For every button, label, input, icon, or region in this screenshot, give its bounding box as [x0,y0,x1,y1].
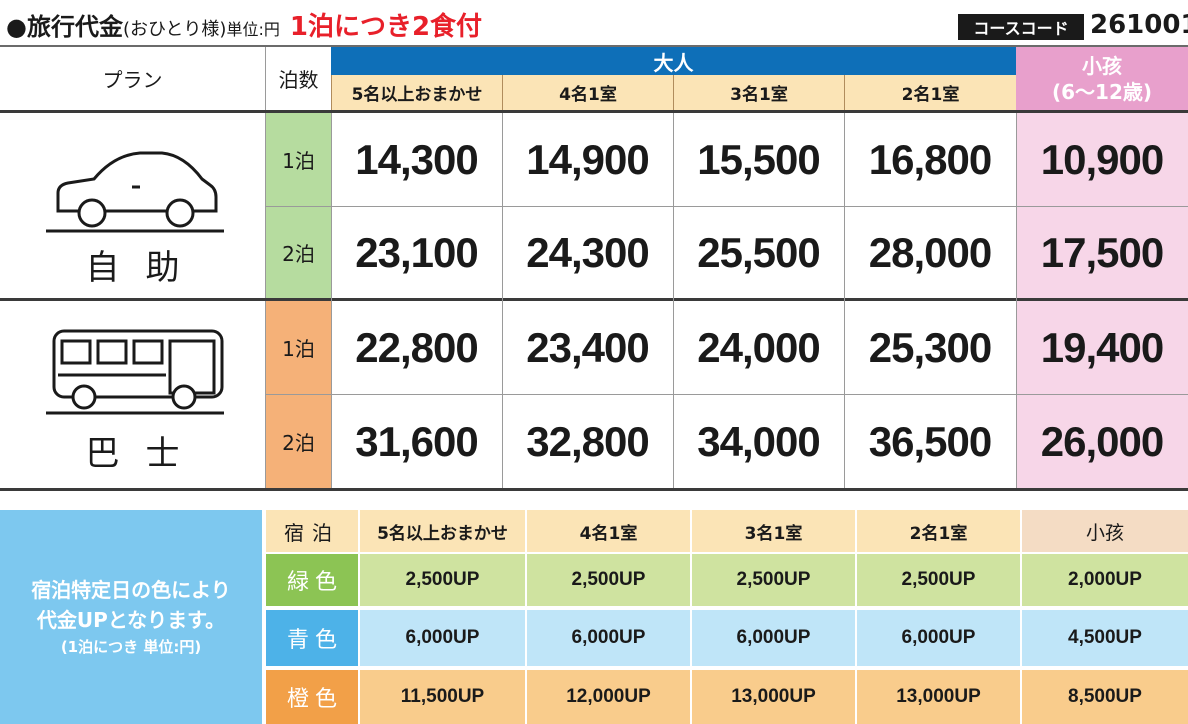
plan-bus: 巴士 [0,301,265,488]
header-divider [0,110,1188,113]
price-cell: 23,100 [355,228,478,276]
surcharge-row-label: 青色 [266,610,358,666]
price-cell: 24,000 [697,323,820,371]
plan-name-self-drive: 自助 [85,247,206,288]
price-cell: 28,000 [868,228,992,276]
surcharge-cell: 2,500UP [692,554,855,606]
column-header-2room: 2名1室 [844,75,1016,110]
course-code-label: コースコード [958,14,1084,40]
note-line-3: (1泊につき 単位:円) [60,638,202,656]
surcharge-column-header: 5名以上おまかせ [360,510,525,552]
column-header-3room: 3名1室 [673,75,844,110]
child-price-cell: 17,500 [1040,228,1164,276]
row-divider [266,394,1188,395]
price-cell: 31,600 [355,417,478,465]
surcharge-cell: 2,500UP [527,554,690,606]
page-title: ●旅行代金 (おひとり様) 単位:円 1泊につき2食付 [6,6,483,42]
title-main: ●旅行代金 [6,13,123,41]
surcharge-column-header: 3名1室 [692,510,855,552]
surcharge-row-label: 橙色 [266,670,358,724]
surcharge-stay-header: 宿泊 [266,510,358,552]
price-cell: 15,500 [697,135,820,183]
price-cell: 34,000 [697,417,820,465]
divider [502,113,503,488]
surcharge-cell: 8,500UP [1022,670,1188,724]
price-cell: 22,800 [355,323,478,371]
price-cell: 36,500 [868,417,992,465]
surcharge-cell: 2,000UP [1022,554,1188,606]
meal-note: 1泊につき2食付 [289,12,483,42]
surcharge-column-header: 2名1室 [857,510,1020,552]
divider [673,113,674,488]
surcharge-cell: 2,500UP [360,554,525,606]
nights-label: 2泊 [266,207,331,298]
nights-label: 2泊 [266,395,331,488]
surcharge-cell: 2,500UP [857,554,1020,606]
surcharge-note: 宿泊特定日の色により 代金UPとなります。 (1泊につき 単位:円) [0,510,262,724]
table-bottom-divider [0,488,1188,491]
price-cell: 14,900 [526,135,649,183]
header-adult: 大人 [331,47,1016,75]
nights-label: 1泊 [266,113,331,206]
price-cell: 25,300 [868,323,992,371]
child-column-bg [1016,113,1188,298]
surcharge-cell: 6,000UP [527,610,690,666]
child-price-cell: 19,400 [1040,323,1164,371]
nights-label: 1泊 [266,301,331,394]
surcharge-cell: 11,500UP [360,670,525,724]
surcharge-row-label: 緑色 [266,554,358,606]
price-cell: 16,800 [868,135,992,183]
header-child: 小孩 (6～12歳) [1016,47,1188,110]
surcharge-cell: 6,000UP [692,610,855,666]
note-line-1: 宿泊特定日の色により [31,578,231,602]
surcharge-column-header: 小孩 [1022,510,1188,552]
child-price-cell: 10,900 [1040,135,1164,183]
surcharge-cell: 6,000UP [857,610,1020,666]
divider [1016,113,1017,488]
top-divider [0,45,1188,47]
price-cell: 32,800 [526,417,649,465]
header-child-label: 小孩 [1082,53,1122,78]
course-code-value: 261001 [1090,10,1188,40]
surcharge-cell: 6,000UP [360,610,525,666]
title-unit: 単位:円 [226,20,280,39]
header-nights: 泊数 [265,47,331,110]
surcharge-cell: 13,000UP [857,670,1020,724]
title-sub: (おひとり様) [122,19,227,40]
surcharge-cell: 4,500UP [1022,610,1188,666]
price-cell: 23,400 [526,323,649,371]
plan-name-bus: 巴士 [85,433,206,474]
bus-icon [46,329,224,415]
child-price-cell: 26,000 [1040,417,1164,465]
surcharge-cell: 13,000UP [692,670,855,724]
row-divider [266,206,1188,207]
surcharge-cell: 12,000UP [527,670,690,724]
plan-divider [0,298,1188,301]
divider [331,113,332,488]
column-header-4room: 4名1室 [502,75,673,110]
column-header-5plus: 5名以上おまかせ [331,75,502,110]
car-icon [46,151,224,233]
divider [844,113,845,488]
header-child-age: (6～12歳) [1051,79,1153,104]
plan-self-drive: 自助 [0,113,265,298]
price-cell: 25,500 [697,228,820,276]
note-line-2: 代金UPとなります。 [36,608,226,632]
price-cell: 24,300 [526,228,649,276]
header-plan: プラン [102,68,163,92]
surcharge-column-header: 4名1室 [527,510,690,552]
price-cell: 14,300 [355,135,478,183]
